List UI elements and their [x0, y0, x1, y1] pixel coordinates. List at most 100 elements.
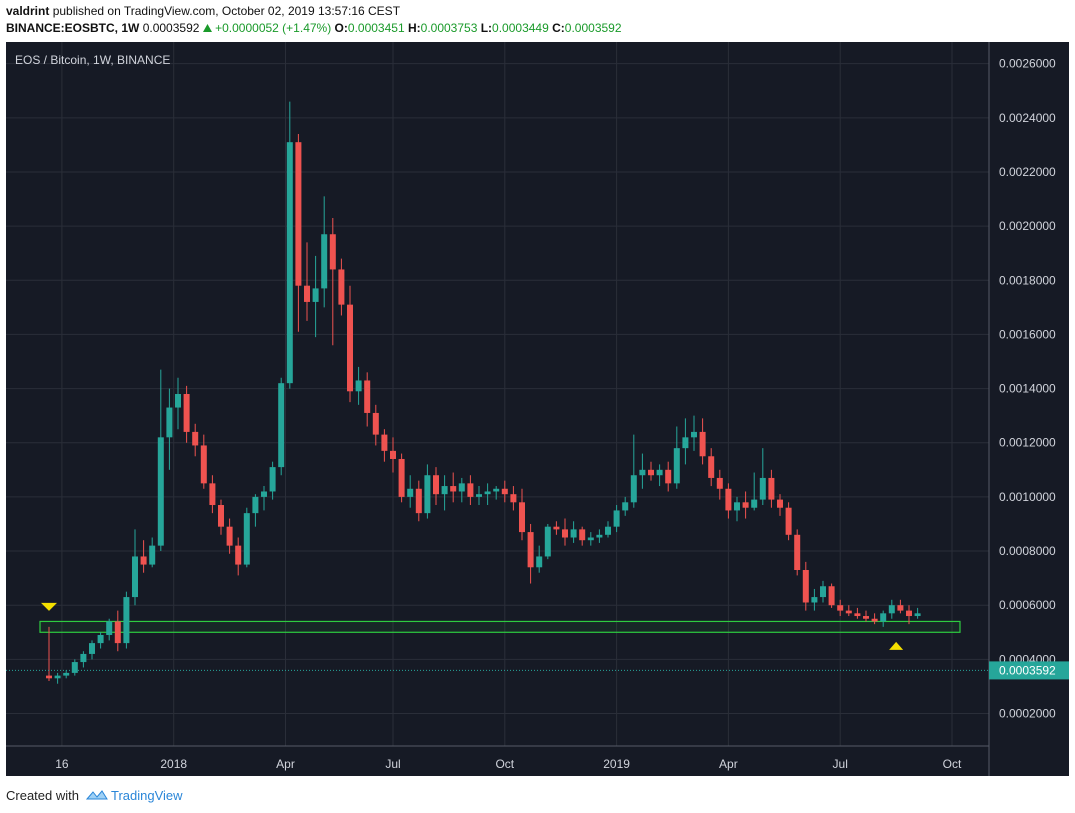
candle-body [519, 502, 525, 533]
y-tick-label: 0.0024000 [999, 111, 1056, 125]
price-chart[interactable]: 0.00020000.00040000.00060000.00080000.00… [6, 42, 1069, 776]
price-change: +0.0000052 (+1.47%) [215, 21, 332, 35]
author-name[interactable]: valdrint [6, 4, 50, 18]
support-zone [39, 620, 961, 633]
candle-body [192, 431, 199, 446]
candle-body [596, 534, 603, 538]
y-tick-label: 0.0014000 [999, 382, 1056, 396]
candle-body [140, 556, 147, 565]
candle-body [802, 570, 809, 603]
candle-body [639, 469, 646, 476]
high-value: 0.0003753 [420, 21, 478, 35]
candle-body [484, 491, 491, 495]
candle-body [656, 469, 663, 476]
candle-body [751, 499, 758, 508]
candle-body [450, 486, 457, 492]
candle-body [286, 142, 293, 384]
last-price-badge [989, 661, 1069, 680]
price-axis[interactable]: 0.00020000.00040000.00060000.00080000.00… [989, 57, 1069, 721]
last-price-label: 0.0003592 [999, 663, 1056, 677]
candle-body [725, 488, 732, 511]
y-tick-label: 0.0010000 [999, 490, 1056, 504]
candle-body [510, 494, 517, 503]
created-with-text: Created with [6, 788, 79, 803]
candle-body [837, 605, 844, 611]
x-tick-label: Jul [385, 757, 400, 771]
high-label: H: [407, 21, 421, 35]
candle-body [381, 434, 388, 451]
candle-body [613, 510, 620, 527]
low-value: 0.0003449 [492, 21, 549, 35]
candle-body [759, 477, 766, 500]
candle-body [708, 456, 715, 478]
candle-body [200, 445, 207, 484]
tradingview-link[interactable]: TradingView [111, 788, 183, 803]
candle-body [691, 431, 697, 438]
candle-body [716, 477, 723, 489]
candle-body [261, 491, 267, 497]
candle-body [355, 380, 362, 392]
candle-body [605, 526, 611, 535]
candle-body [71, 662, 78, 673]
candle-body [89, 643, 95, 654]
chart-title: EOS / Bitcoin, 1W, BINANCE [15, 53, 170, 67]
candle-body [218, 505, 224, 527]
candle-body [476, 494, 482, 497]
candle-body [329, 234, 336, 270]
candle-body [458, 483, 465, 492]
candle-body [467, 483, 474, 497]
candle-body [871, 618, 878, 622]
candle-body [252, 496, 259, 514]
candle-body [828, 586, 835, 606]
candle-body [441, 486, 448, 495]
candle-body [304, 285, 310, 302]
time-axis[interactable]: 16 2018 Apr Jul Oct 2019 Apr Jul Oct [55, 757, 962, 771]
x-tick-label: Apr [719, 757, 738, 771]
candle-body [372, 412, 379, 435]
candle-body [622, 502, 629, 511]
candle-body [63, 672, 70, 676]
x-tick-label: Jul [833, 757, 848, 771]
x-tick-label: 2019 [603, 757, 630, 771]
candle-body [347, 304, 353, 392]
candle-body [785, 507, 792, 535]
candle-body [699, 431, 706, 457]
chart-container[interactable]: 0.0002000 0.0004000 0.0006000 0.0008000 0.00… [6, 42, 1069, 776]
last-price: 0.0003592 [142, 21, 200, 35]
low-label: L: [480, 21, 493, 35]
tradingview-logo-icon [85, 790, 108, 800]
candle-body [794, 534, 801, 570]
candle-body [587, 537, 594, 541]
candle-body [742, 502, 749, 508]
close-label: C: [552, 21, 565, 35]
candle-body [321, 234, 328, 289]
candle-body [553, 526, 560, 530]
y-tick-label: 0.0018000 [999, 273, 1056, 287]
candle-body [648, 469, 654, 476]
candle-body [665, 469, 672, 484]
candle-body [132, 556, 138, 598]
candles [6, 101, 989, 684]
candle-body [820, 586, 826, 598]
candle-body [278, 383, 285, 468]
y-tick-label: 0.0016000 [999, 327, 1056, 341]
candle-body [579, 529, 586, 541]
up-marker-icon [889, 641, 904, 650]
candle-body [888, 605, 895, 614]
x-tick-label: Oct [943, 757, 962, 771]
candle-body [673, 448, 680, 484]
y-tick-label: 0.0012000 [999, 436, 1056, 450]
symbol-label: BINANCE:EOSBTC, 1W [6, 21, 140, 35]
candle-body [811, 597, 818, 603]
candle-body [501, 488, 508, 495]
candle-body [527, 532, 534, 568]
candle-body [183, 394, 190, 432]
markers [41, 602, 904, 650]
x-tick-label: 16 [55, 757, 69, 771]
up-arrow-icon [202, 24, 212, 32]
candle-body [398, 458, 405, 497]
candle-body [114, 621, 121, 644]
candle-body [295, 142, 302, 286]
candle-body [407, 488, 414, 497]
y-tick-label: 0.0026000 [999, 57, 1056, 71]
